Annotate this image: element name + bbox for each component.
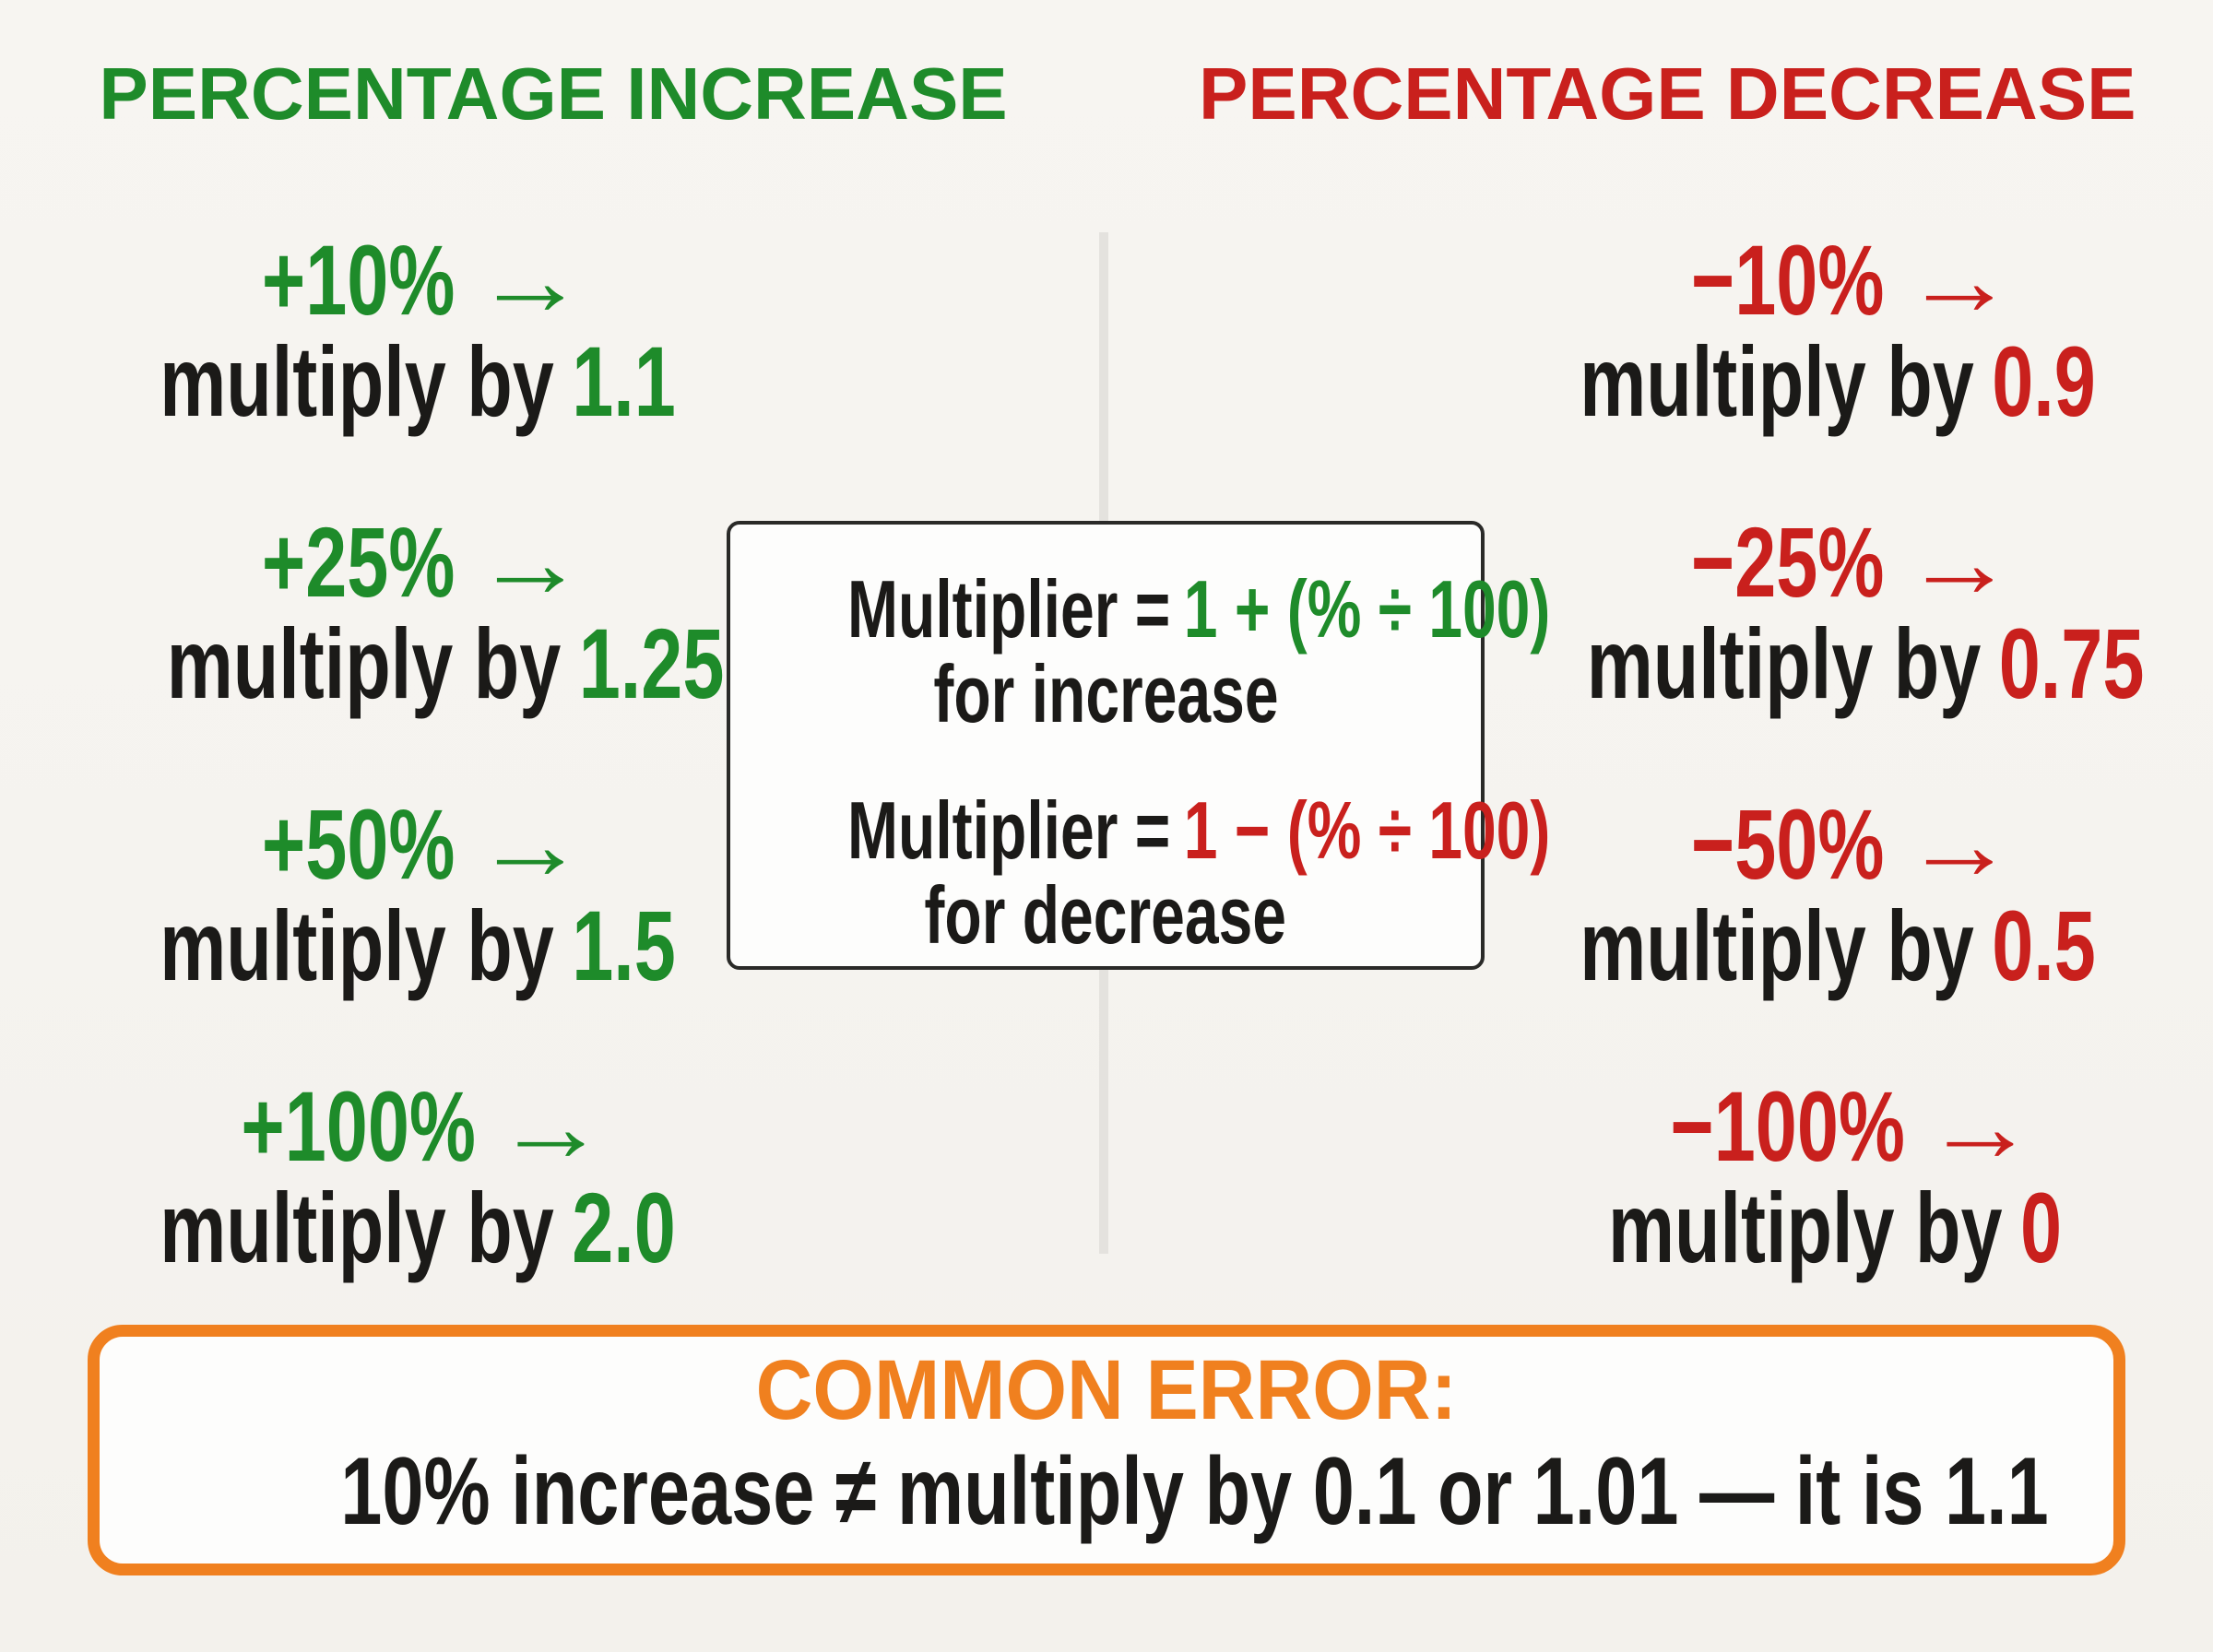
multiplier-value: 1.5 <box>572 890 676 1001</box>
right-arrow-icon: → <box>1924 1070 2037 1182</box>
decrease-formula-caption: for decrease <box>924 869 1287 961</box>
header-percentage-increase: PERCENTAGE INCREASE <box>99 53 1008 135</box>
right-arrow-icon: → <box>1903 506 2017 618</box>
multiplier-value: 0.9 <box>1992 325 2096 437</box>
multiplier-value: 0 <box>2019 1172 2063 1283</box>
percent-change: −25% → <box>1494 512 2176 613</box>
multiply-label: multiply by <box>1586 608 1982 719</box>
multiply-label: multiply by <box>160 890 554 1001</box>
formula-expression: 1 + (% ÷ 100) <box>1183 563 1551 655</box>
multiplier-line: multiply by 1.25 <box>74 613 738 714</box>
formula-expression: 1 − (% ÷ 100) <box>1183 785 1551 876</box>
increase-row-25: +25% → multiply by 1.25 <box>74 512 738 714</box>
decrease-column: −10% → multiply by 0.9 −25% → multiply by 0.… <box>1494 0 2176 1358</box>
decrease-formula: Multiplier = 1 − (% ÷ 100) <box>730 785 1550 876</box>
multiplier-value: 0.75 <box>1998 608 2145 719</box>
decrease-row-50: −50% → multiply by 0.5 <box>1494 794 2176 997</box>
percent-change: +10% → <box>74 230 738 331</box>
percent-change: +100% → <box>74 1076 738 1177</box>
increase-formula: Multiplier = 1 + (% ÷ 100) <box>730 567 1550 652</box>
multiply-label: multiply by <box>1580 325 1974 437</box>
percent-change: −10% → <box>1494 230 2176 331</box>
percent-value: −100% <box>1670 1070 1906 1182</box>
multiplier-line: multiply by 2.0 <box>74 1177 738 1279</box>
multiplier-value: 2.0 <box>572 1172 676 1283</box>
multiply-label: multiply by <box>160 1172 554 1283</box>
right-arrow-icon: → <box>1903 788 2017 900</box>
percent-value: +100% <box>241 1070 477 1182</box>
percent-value: +25% <box>262 506 456 618</box>
multiplier-line: multiply by 0.9 <box>1494 331 2176 432</box>
increase-formula-group: Multiplier = 1 + (% ÷ 100) for increase <box>730 567 1550 739</box>
formula-lhs: Multiplier = <box>847 563 1171 655</box>
percent-change: +50% → <box>74 794 738 895</box>
header-percentage-decrease: PERCENTAGE DECREASE <box>1199 53 2136 135</box>
percent-value: −25% <box>1691 506 1885 618</box>
decrease-row-25: −25% → multiply by 0.75 <box>1494 512 2176 714</box>
increase-row-50: +50% → multiply by 1.5 <box>74 794 738 997</box>
percent-change: −50% → <box>1494 794 2176 895</box>
decrease-row-10: −10% → multiply by 0.9 <box>1494 230 2176 432</box>
percent-value: +50% <box>262 788 456 900</box>
right-arrow-icon: → <box>495 1070 608 1182</box>
increase-column: +10% → multiply by 1.1 +25% → multiply by 1.… <box>74 0 738 1358</box>
percent-change: +25% → <box>74 512 738 613</box>
percent-value: +10% <box>262 224 456 336</box>
percent-value: −50% <box>1691 788 1885 900</box>
multiplier-value: 0.5 <box>1992 890 2096 1001</box>
common-error-text: 10% increase ≠ multiply by 0.1 or 1.01 —… <box>340 1438 2049 1545</box>
decrease-formula-group: Multiplier = 1 − (% ÷ 100) for decrease <box>730 785 1550 961</box>
multiplier-value: 1.1 <box>572 325 676 437</box>
increase-row-10: +10% → multiply by 1.1 <box>74 230 738 432</box>
percent-value: −10% <box>1691 224 1885 336</box>
multiply-label: multiply by <box>1580 890 1974 1001</box>
right-arrow-icon: → <box>1903 224 2017 336</box>
common-error-title: COMMON ERROR: <box>755 1343 1458 1437</box>
formula-lhs: Multiplier = <box>847 785 1171 876</box>
increase-row-100: +100% → multiply by 2.0 <box>74 1076 738 1279</box>
decrease-row-100: −100% → multiply by 0 <box>1494 1076 2176 1279</box>
multiplier-line: multiply by 1.5 <box>74 895 738 997</box>
multiplier-value: 1.25 <box>578 608 725 719</box>
multiply-label: multiply by <box>166 608 562 719</box>
multiplier-line: multiply by 0.5 <box>1494 895 2176 997</box>
right-arrow-icon: → <box>474 224 587 336</box>
right-arrow-icon: → <box>474 788 587 900</box>
increase-formula-caption: for increase <box>932 648 1279 739</box>
multiplier-formula-box: Multiplier = 1 + (% ÷ 100) for increase M… <box>727 521 1550 970</box>
multiply-label: multiply by <box>160 325 554 437</box>
multiplier-line: multiply by 0 <box>1494 1177 2176 1279</box>
common-error-box: COMMON ERROR: 10% increase ≠ multiply by… <box>88 1325 2125 1575</box>
right-arrow-icon: → <box>474 506 587 618</box>
multiplier-line: multiply by 0.75 <box>1494 613 2176 714</box>
percent-change: −100% → <box>1494 1076 2176 1177</box>
multiplier-line: multiply by 1.1 <box>74 331 738 432</box>
multiply-label: multiply by <box>1607 1172 2003 1283</box>
